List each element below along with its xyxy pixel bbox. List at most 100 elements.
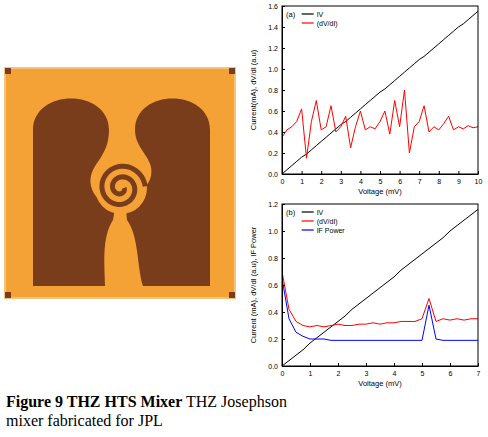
- y-axis-title: Current (mA), dV/dI (a.u), IF Power: [249, 226, 258, 343]
- x-axis-line: [283, 366, 479, 367]
- y-tick-mark: [282, 90, 285, 91]
- legend: IV(dV/dI)IF Power: [302, 209, 346, 234]
- x-tick: 2: [337, 363, 341, 377]
- series-line: [282, 11, 478, 174]
- y-tick: 0.6: [268, 108, 285, 115]
- x-tick: 5: [379, 171, 383, 185]
- legend-swatch: [302, 220, 314, 221]
- x-tick: 8: [437, 171, 441, 185]
- y-tick: 0.8: [268, 255, 285, 262]
- x-tick-label: 4: [393, 370, 397, 377]
- x-axis-line: [283, 174, 479, 175]
- x-tick-mark: [422, 363, 423, 366]
- y-tick-mark: [282, 366, 285, 367]
- y-tick: 1.2: [268, 201, 285, 208]
- y-axis-title: Current(mA), dV/dI (a.u): [249, 49, 258, 130]
- x-tick-label: 10: [475, 178, 483, 185]
- y-tick-mark: [282, 153, 285, 154]
- corner-mark: [5, 68, 11, 74]
- y-tick-label: 0.6: [268, 108, 278, 115]
- x-tick-mark: [380, 171, 381, 174]
- y-tick-label: 1.2: [268, 45, 278, 52]
- chart: 0123456789100.00.20.40.60.81.01.21.41.6V…: [249, 3, 482, 196]
- y-axis: 0.0 0.2 0.4 0.6 0.8 1.0 1.2: [268, 201, 285, 370]
- legend-swatch: [302, 229, 314, 230]
- series-line: [282, 90, 478, 158]
- panel-label: (a): [286, 10, 296, 19]
- y-tick: 0.0: [268, 171, 285, 178]
- x-axis: 01234567: [281, 363, 481, 377]
- y-tick-label: 0.6: [268, 282, 278, 289]
- y-tick: 1.4: [268, 24, 285, 31]
- x-tick-label: 2: [337, 370, 341, 377]
- x-tick-label: 5: [421, 370, 425, 377]
- x-tick-label: 0: [281, 370, 285, 377]
- caption-label: Figure 9 THZ HTS Mixer: [6, 393, 182, 410]
- y-tick: 0.2: [268, 336, 285, 343]
- x-tick-mark: [478, 363, 479, 366]
- legend-swatch: [302, 13, 314, 14]
- x-tick-label: 3: [365, 370, 369, 377]
- x-tick-mark: [439, 171, 440, 174]
- y-tick: 0.0: [268, 363, 285, 370]
- x-tick-label: 1: [300, 178, 304, 185]
- x-tick: 1: [300, 171, 304, 185]
- x-tick-label: 1: [309, 370, 313, 377]
- x-tick-mark: [366, 363, 367, 366]
- x-tick: 3: [365, 363, 369, 377]
- y-tick: 0.4: [268, 309, 285, 316]
- legend-swatch: [302, 211, 314, 212]
- y-tick-label: 0.4: [268, 309, 278, 316]
- panel-label: (b): [286, 208, 296, 217]
- x-tick: 9: [457, 171, 461, 185]
- chart: 012345670.00.20.40.60.81.01.2Voltage (mV…: [249, 201, 481, 388]
- x-tick-mark: [321, 171, 322, 174]
- x-tick: 3: [339, 171, 343, 185]
- y-tick-label: 0.8: [268, 255, 278, 262]
- x-axis: 012345678910: [281, 171, 483, 185]
- space: [182, 393, 186, 410]
- x-tick: 10: [475, 171, 483, 185]
- y-tick: 0.8: [268, 87, 285, 94]
- y-tick: 1.2: [268, 45, 285, 52]
- y-tick-label: 1.0: [268, 228, 278, 235]
- y-tick-mark: [282, 204, 285, 205]
- x-tick: 5: [421, 363, 425, 377]
- y-tick-label: 0.2: [268, 336, 278, 343]
- y-tick-mark: [282, 258, 285, 259]
- x-tick-label: 5: [379, 178, 383, 185]
- y-tick: 0.2: [268, 150, 285, 157]
- plot-frame: [282, 204, 478, 366]
- x-tick-label: 9: [457, 178, 461, 185]
- x-tick: 4: [393, 363, 397, 377]
- caption: Figure 9 THZ HTS Mixer THZ Josephson mix…: [6, 392, 306, 430]
- x-tick-mark: [302, 171, 303, 174]
- y-tick-label: 0.2: [268, 150, 278, 157]
- series-line: [282, 209, 478, 366]
- y-tick-label: 1.0: [268, 66, 278, 73]
- x-tick-mark: [338, 363, 339, 366]
- spiral-ground: [95, 162, 147, 214]
- x-tick-mark: [478, 171, 479, 174]
- y-tick-label: 0.0: [268, 171, 278, 178]
- corner-mark: [229, 68, 235, 74]
- y-tick-mark: [282, 48, 285, 49]
- x-tick: 6: [398, 171, 402, 185]
- y-tick-label: 0.0: [268, 363, 278, 370]
- y-tick-label: 1.4: [268, 24, 278, 31]
- y-tick: 1.6: [268, 3, 285, 10]
- y-tick-mark: [282, 132, 285, 133]
- y-tick-mark: [282, 111, 285, 112]
- x-tick-mark: [450, 363, 451, 366]
- chip-substrate: [5, 68, 235, 298]
- figure-graphics: 0123456789100.00.20.40.60.81.01.21.41.6V…: [0, 0, 488, 390]
- x-tick-mark: [458, 171, 459, 174]
- legend-label: (dV/dI): [317, 218, 338, 226]
- x-tick: 7: [418, 171, 422, 185]
- y-tick-mark: [282, 231, 285, 232]
- legend-label: IV: [317, 11, 324, 18]
- series-line: [282, 272, 478, 327]
- y-tick-label: 1.2: [268, 201, 278, 208]
- x-tick-label: 6: [398, 178, 402, 185]
- spiral: [102, 166, 145, 204]
